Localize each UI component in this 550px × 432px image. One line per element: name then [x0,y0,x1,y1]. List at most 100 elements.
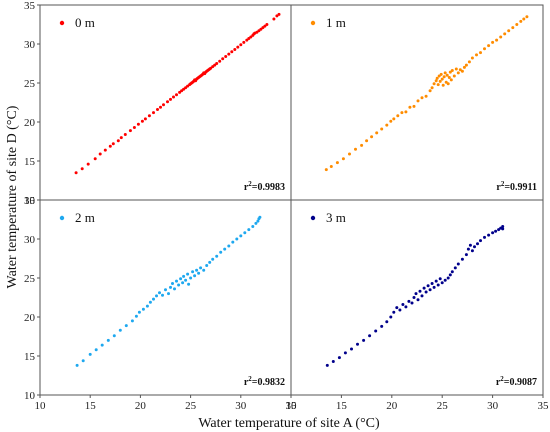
data-point [380,127,384,131]
data-point [434,79,438,83]
y-tick-label: 10 [24,195,36,207]
data-point [360,143,364,147]
x-tick-label: 15 [336,400,348,412]
data-point [487,233,491,237]
data-point [470,249,474,253]
data-point [175,93,178,97]
r-squared-label: r2=0.9832 [244,375,285,388]
data-point [430,282,434,285]
data-point [448,273,452,277]
data-point [132,126,136,129]
data-point [116,139,120,143]
data-point [356,342,359,346]
data-point [412,296,416,299]
x-tick-label: 35 [286,400,298,412]
data-point [444,80,448,84]
data-point [446,276,450,280]
data-point [277,12,281,16]
panels-group: 0 m r2=0.9983 1 m r2=0.9911 2 m r2=0.9832 3 m r… [24,0,549,412]
data-point [171,282,174,285]
data-point [475,53,478,57]
data-point [259,27,263,31]
data-point [184,278,188,282]
panel-2: 1 m r2=0.9911 [310,15,537,193]
data-point [169,285,172,289]
data-point [495,38,499,42]
data-point [404,305,408,309]
data-point [432,82,436,86]
data-point [389,119,393,123]
data-point [416,99,420,103]
data-point [462,65,466,69]
panel-4: 3 m r2=0.9087 [310,210,537,388]
y-tick-label: 30 [24,39,36,51]
data-point [479,239,482,243]
data-point [329,165,333,168]
data-point [215,254,219,258]
y-tick-label: 35 [24,195,36,207]
data-point [436,283,440,287]
data-point [233,48,237,51]
data-point [213,63,217,67]
data-point [497,228,501,232]
data-point [522,17,526,21]
x-tick-label: 10 [35,400,47,412]
data-point [186,272,190,276]
data-point [414,292,418,296]
data-point [215,62,219,65]
data-point [438,79,442,83]
data-point [155,294,158,298]
y-tick-label: 20 [24,312,36,324]
data-point [169,97,172,101]
y-tick-label: 25 [24,78,36,90]
data-point [392,310,396,314]
data-point [221,57,225,61]
data-point [385,123,389,127]
data-point [434,279,438,283]
data-point [337,356,341,360]
data-point [187,282,191,286]
data-point [440,281,444,285]
data-point [426,284,430,288]
data-point [152,111,155,115]
data-point [430,86,434,90]
data-point [456,71,460,75]
legend-label: 1 m [326,15,346,30]
data-point [134,314,138,318]
data-point [205,264,209,267]
x-tick-label: 15 [85,400,97,412]
legend-label: 3 m [326,210,346,225]
data-point [255,30,259,34]
r-squared-label: r2=0.9911 [496,180,537,193]
data-point [398,308,402,312]
data-point [243,231,247,235]
data-point [424,290,428,294]
panel-3: 2 m r2=0.9832 [59,210,285,388]
x-tick-label: 20 [135,400,147,412]
data-point [392,117,396,121]
data-point [449,78,453,82]
data-point [446,82,450,86]
data-point [483,47,486,51]
legend-label: 2 m [75,210,95,225]
data-point [442,75,446,79]
data-point [467,60,471,64]
data-point [341,157,345,161]
x-tick-label: 25 [437,400,449,412]
data-point [368,334,372,338]
data-point [483,235,486,239]
data-point [103,148,107,152]
y-tick-label: 20 [24,117,36,129]
data-point [86,162,90,166]
data-point [119,136,123,140]
data-point [450,69,454,72]
data-point [491,40,495,44]
y-axis-label: Water temperature of site D (°C) [5,105,20,288]
data-point [410,301,414,305]
data-point [162,103,165,107]
data-point [456,262,460,266]
data-point [416,298,420,302]
data-point [432,285,436,289]
data-point [418,289,422,293]
legend-marker [59,20,65,26]
